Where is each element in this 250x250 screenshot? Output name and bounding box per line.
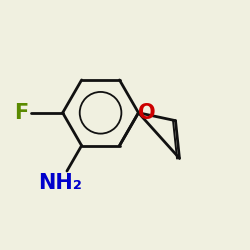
Text: NH₂: NH₂ xyxy=(38,173,82,193)
Text: F: F xyxy=(14,103,29,123)
Text: O: O xyxy=(138,103,156,123)
